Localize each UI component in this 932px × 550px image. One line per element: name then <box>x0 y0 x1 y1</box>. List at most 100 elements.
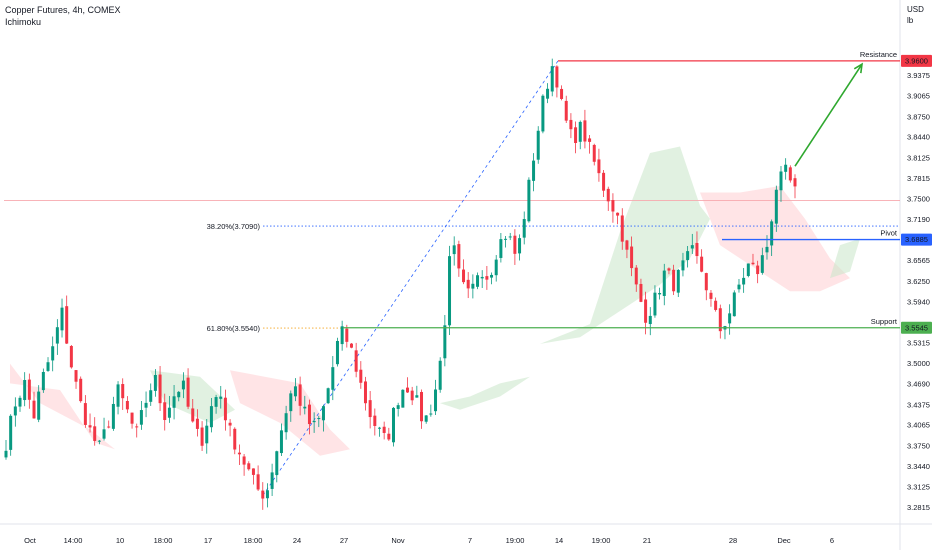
candle-body <box>144 402 148 408</box>
candle-body <box>303 406 307 409</box>
candle-body <box>125 400 129 410</box>
x-tick-label-5: 18:00 <box>244 536 263 545</box>
x-tick-label-6: 24 <box>293 536 301 545</box>
candle-body <box>639 283 643 302</box>
candle-body <box>737 284 741 290</box>
candle-body <box>307 404 311 425</box>
x-tick-label-1: 14:00 <box>64 536 83 545</box>
candle-body <box>793 178 797 187</box>
candle-body <box>335 340 339 365</box>
candle-body <box>205 425 209 444</box>
candle-body <box>424 415 428 422</box>
candle-body <box>312 420 316 423</box>
candle-body <box>69 345 73 368</box>
x-tick-label-10: 19:00 <box>506 536 525 545</box>
candle-body <box>331 367 335 390</box>
candle-body <box>172 396 176 408</box>
candle-body <box>251 468 255 475</box>
candle-body <box>107 426 111 428</box>
y-tick-label-9: 3.6250 <box>907 277 930 286</box>
level-label-resistance: Resistance <box>860 50 897 59</box>
candle-body <box>452 245 456 255</box>
candle-body <box>457 244 461 269</box>
y-tick-label-0: 3.9375 <box>907 71 930 80</box>
candle-body <box>116 384 120 407</box>
candle-body <box>275 451 279 476</box>
candle-body <box>158 374 162 404</box>
x-tick-label-16: 6 <box>830 536 834 545</box>
candle-body <box>349 343 353 348</box>
candle-body <box>200 427 204 446</box>
projection-arrow-head <box>853 62 864 74</box>
candle-body <box>83 403 87 425</box>
candle-body <box>214 397 218 407</box>
projection-arrow-line <box>794 63 863 167</box>
candle-body <box>700 256 704 272</box>
candle-body <box>74 370 78 382</box>
candle-body <box>284 413 288 433</box>
candle-body <box>130 412 134 424</box>
candle-body <box>111 403 115 429</box>
candle-body <box>760 255 764 273</box>
candle-body <box>149 390 153 402</box>
y-tick-label-6: 3.7500 <box>907 195 930 204</box>
candle-body <box>55 327 59 344</box>
candle-body <box>774 189 778 224</box>
candle-body <box>560 88 564 99</box>
candle-body <box>555 66 559 88</box>
candle-body <box>223 397 227 421</box>
candle-body <box>634 267 638 285</box>
x-tick-label-14: 28 <box>729 536 737 545</box>
candle-body <box>681 260 685 271</box>
candle-body <box>345 328 349 342</box>
candle-body <box>616 212 620 216</box>
candle-body <box>602 172 606 191</box>
candle-body <box>237 452 241 455</box>
level-label-support: Support <box>871 317 898 326</box>
candle-body <box>606 188 610 202</box>
y-tick-label-17: 3.3440 <box>907 462 930 471</box>
candle-body <box>770 221 774 246</box>
y-tick-label-13: 3.4690 <box>907 380 930 389</box>
x-tick-label-0: Oct <box>24 536 37 545</box>
candle-body <box>648 315 652 325</box>
candle-body <box>485 276 489 280</box>
y-tick-label-19: 3.2815 <box>907 503 930 512</box>
candle-body <box>340 326 344 345</box>
candle-body <box>751 262 755 265</box>
candle-body <box>387 433 391 440</box>
candle-body <box>513 235 517 254</box>
candle-body <box>527 179 531 222</box>
candle-body <box>625 240 629 250</box>
candle-body <box>532 160 536 181</box>
ichimoku-cloud-bull-2 <box>440 376 530 410</box>
candle-body <box>690 245 694 249</box>
candle-body <box>788 167 792 181</box>
candle-body <box>373 415 377 426</box>
candle-body <box>630 246 634 269</box>
candle-body <box>676 269 680 293</box>
y-tick-label-3: 3.8440 <box>907 133 930 142</box>
x-tick-label-15: Dec <box>777 536 791 545</box>
candle-body <box>518 238 522 254</box>
x-tick-label-7: 27 <box>340 536 348 545</box>
x-tick-label-11: 14 <box>555 536 563 545</box>
y-tick-label-2: 3.8750 <box>907 112 930 121</box>
candle-body <box>279 430 283 454</box>
candle-body <box>714 300 718 310</box>
candle-body <box>396 405 400 409</box>
candle-body <box>321 406 325 421</box>
candle-body <box>97 440 101 442</box>
candle-body <box>298 384 302 406</box>
candle-body <box>653 292 657 316</box>
candle-body <box>480 276 484 279</box>
candle-body <box>429 413 433 415</box>
x-tick-label-2: 10 <box>116 536 124 545</box>
candle-body <box>564 100 568 121</box>
price-tag-resistance <box>901 54 932 67</box>
candle-body <box>18 397 22 407</box>
level-label-pivot: Pivot <box>880 229 898 238</box>
candle-body <box>289 393 293 412</box>
x-tick-label-12: 19:00 <box>592 536 611 545</box>
